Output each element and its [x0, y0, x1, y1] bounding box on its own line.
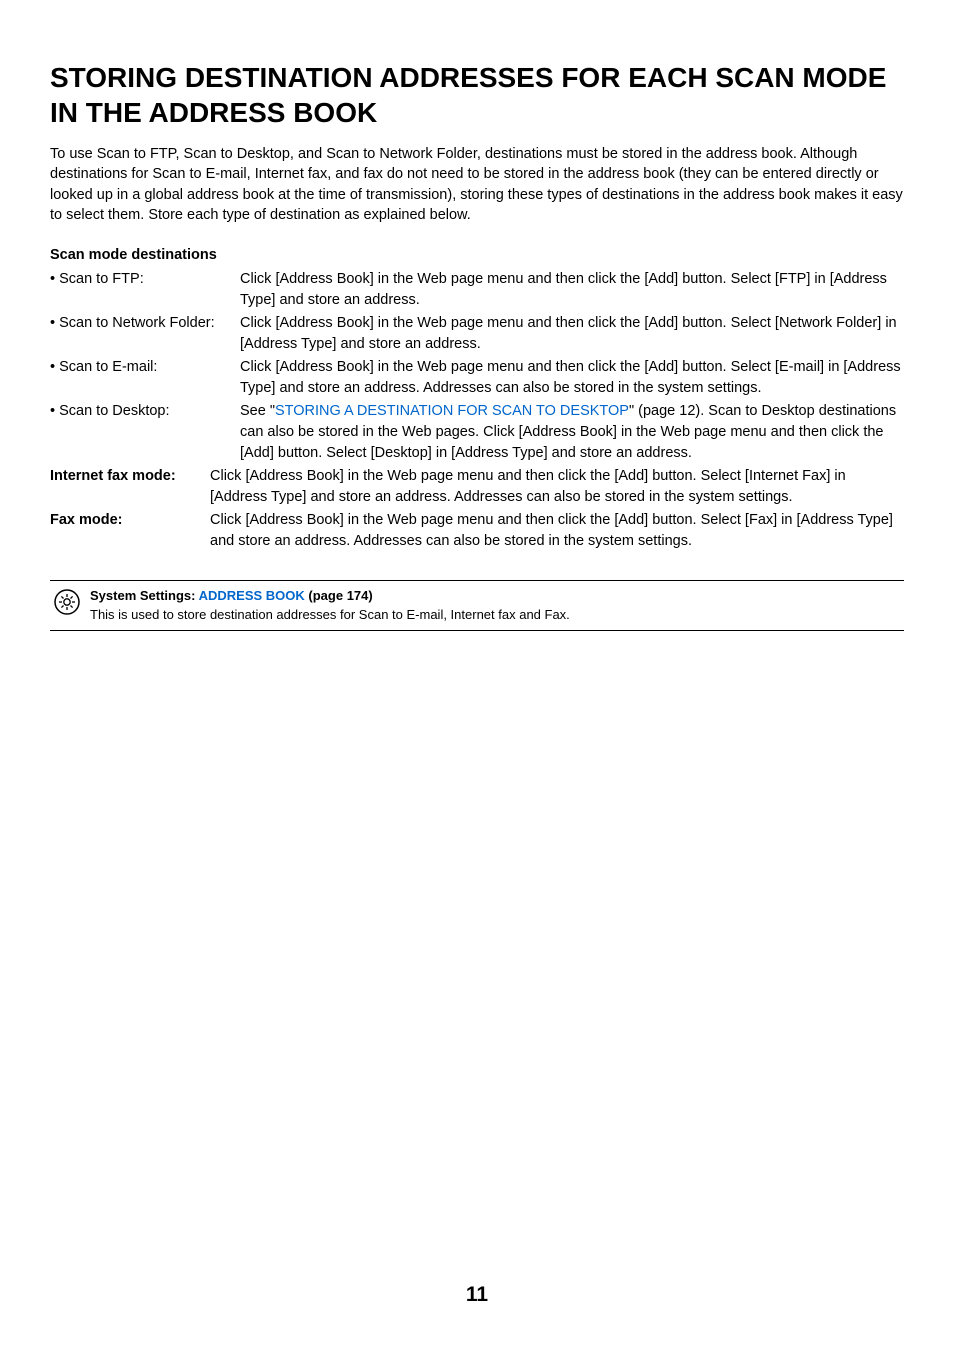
scan-mode-desc: Click [Address Book] in the Web page men… [240, 357, 904, 399]
mode-label: Internet fax mode: [50, 466, 210, 508]
scan-mode-desc: Click [Address Book] in the Web page men… [240, 313, 904, 355]
desc-text-pre: See " [240, 403, 275, 419]
scan-mode-desc: See "STORING A DESTINATION FOR SCAN TO D… [240, 401, 904, 464]
scan-mode-label: • Scan to E-mail: [50, 357, 240, 399]
scan-mode-row-ftp: • Scan to FTP: Click [Address Book] in t… [50, 269, 904, 311]
page-title: STORING DESTINATION ADDRESSES FOR EACH S… [50, 60, 904, 130]
scan-mode-row-desktop: • Scan to Desktop: See "STORING A DESTIN… [50, 401, 904, 464]
note-title-pre: System Settings: [90, 588, 199, 603]
mode-label: Fax mode: [50, 510, 210, 552]
scan-mode-desc: Click [Address Book] in the Web page men… [240, 269, 904, 311]
scan-mode-label: • Scan to FTP: [50, 269, 240, 311]
mode-desc: Click [Address Book] in the Web page men… [210, 510, 904, 552]
section-heading: Scan mode destinations [50, 247, 904, 263]
note-text: System Settings: ADDRESS BOOK (page 174)… [90, 587, 570, 623]
mode-row-fax: Fax mode: Click [Address Book] in the We… [50, 510, 904, 552]
address-book-link[interactable]: ADDRESS BOOK [199, 588, 305, 603]
note-title-post: (page 174) [305, 588, 373, 603]
mode-desc: Click [Address Book] in the Web page men… [210, 466, 904, 508]
scan-mode-row-email: • Scan to E-mail: Click [Address Book] i… [50, 357, 904, 399]
intro-paragraph: To use Scan to FTP, Scan to Desktop, and… [50, 144, 904, 225]
mode-row-ifax: Internet fax mode: Click [Address Book] … [50, 466, 904, 508]
cross-reference-link[interactable]: STORING A DESTINATION FOR SCAN TO DESKTO… [275, 403, 629, 419]
system-settings-note: System Settings: ADDRESS BOOK (page 174)… [50, 580, 904, 630]
note-body: This is used to store destination addres… [90, 606, 570, 624]
scan-mode-row-network: • Scan to Network Folder: Click [Address… [50, 313, 904, 355]
gear-icon [54, 589, 80, 615]
scan-mode-label: • Scan to Desktop: [50, 401, 240, 464]
page-number: 11 [0, 1283, 954, 1307]
scan-mode-label: • Scan to Network Folder: [50, 313, 240, 355]
